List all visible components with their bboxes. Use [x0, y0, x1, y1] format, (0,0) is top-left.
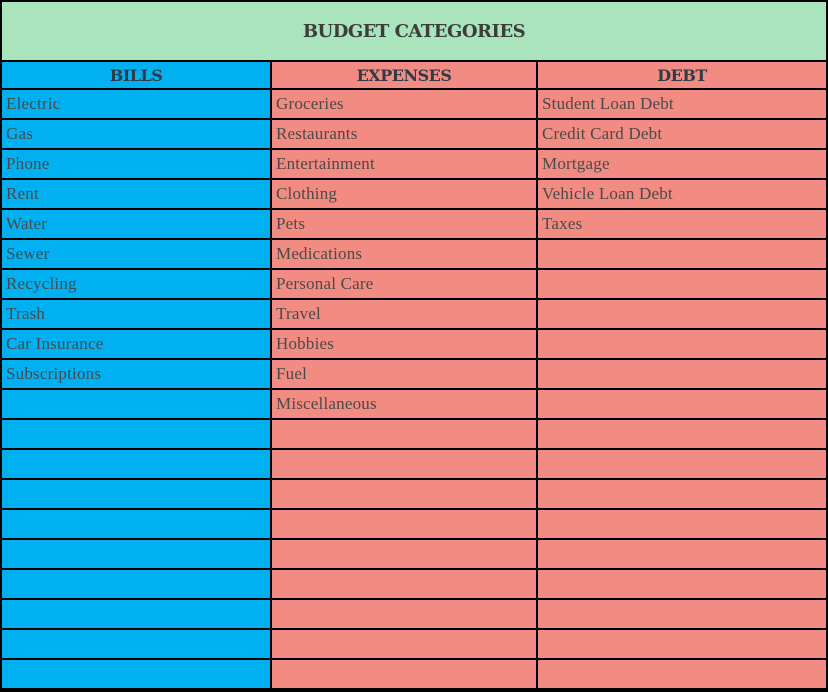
debt-cell[interactable]: Vehicle Loan Debt [538, 180, 826, 208]
expenses-cell[interactable]: Personal Care [272, 270, 536, 298]
bills-cell[interactable] [2, 630, 270, 658]
column-header-bills[interactable]: BILLS [2, 62, 270, 88]
bills-cell[interactable]: Sewer [2, 240, 270, 268]
debt-cell[interactable] [538, 420, 826, 448]
sheet-title: BUDGET CATEGORIES [302, 20, 526, 42]
expenses-cell[interactable]: Miscellaneous [272, 390, 536, 418]
bills-cell[interactable] [2, 450, 270, 478]
expenses-cell[interactable]: Restaurants [272, 120, 536, 148]
debt-cell[interactable] [538, 570, 826, 598]
bills-cell[interactable]: Trash [2, 300, 270, 328]
debt-cell[interactable] [538, 480, 826, 508]
debt-cell[interactable] [538, 510, 826, 538]
debt-cell[interactable] [538, 330, 826, 358]
debt-cell[interactable] [538, 540, 826, 568]
expenses-cell[interactable] [272, 420, 536, 448]
bills-cell[interactable] [2, 540, 270, 568]
expenses-cell[interactable] [272, 630, 536, 658]
expenses-cell[interactable]: Hobbies [272, 330, 536, 358]
bills-cell[interactable]: Water [2, 210, 270, 238]
expenses-cell[interactable]: Entertainment [272, 150, 536, 178]
bills-cell[interactable] [2, 510, 270, 538]
expenses-cell[interactable]: Travel [272, 300, 536, 328]
expenses-cell[interactable]: Medications [272, 240, 536, 268]
expenses-cell[interactable] [272, 450, 536, 478]
bills-cell[interactable] [2, 600, 270, 628]
bills-cell[interactable]: Rent [2, 180, 270, 208]
expenses-cell[interactable]: Clothing [272, 180, 536, 208]
debt-cell[interactable] [538, 660, 826, 688]
expenses-cell[interactable]: Fuel [272, 360, 536, 388]
expenses-cell[interactable] [272, 660, 536, 688]
expenses-cell[interactable]: Pets [272, 210, 536, 238]
debt-cell[interactable]: Taxes [538, 210, 826, 238]
expenses-cell[interactable] [272, 600, 536, 628]
expenses-cell[interactable] [272, 510, 536, 538]
debt-cell[interactable] [538, 600, 826, 628]
bills-cell[interactable]: Electric [2, 90, 270, 118]
bills-cell[interactable] [2, 570, 270, 598]
expenses-cell[interactable] [272, 480, 536, 508]
bills-cell[interactable] [2, 660, 270, 688]
bills-cell[interactable] [2, 390, 270, 418]
debt-cell[interactable] [538, 270, 826, 298]
bills-cell[interactable]: Phone [2, 150, 270, 178]
debt-cell[interactable]: Student Loan Debt [538, 90, 826, 118]
debt-cell[interactable] [538, 360, 826, 388]
title-bar: BUDGET CATEGORIES [2, 2, 826, 60]
bills-cell[interactable]: Subscriptions [2, 360, 270, 388]
column-header-debt[interactable]: DEBT [538, 62, 826, 88]
bills-cell[interactable] [2, 480, 270, 508]
debt-cell[interactable] [538, 450, 826, 478]
debt-cell[interactable]: Credit Card Debt [538, 120, 826, 148]
bills-cell[interactable] [2, 420, 270, 448]
debt-cell[interactable] [538, 240, 826, 268]
expenses-cell[interactable] [272, 540, 536, 568]
debt-cell[interactable] [538, 300, 826, 328]
column-header-expenses[interactable]: EXPENSES [272, 62, 536, 88]
bills-cell[interactable]: Car Insurance [2, 330, 270, 358]
expenses-cell[interactable] [272, 570, 536, 598]
debt-cell[interactable]: Mortgage [538, 150, 826, 178]
budget-grid: BILLS EXPENSES DEBT Electric Groceries Studen… [2, 62, 826, 690]
bills-cell[interactable]: Gas [2, 120, 270, 148]
debt-cell[interactable] [538, 390, 826, 418]
bills-cell[interactable]: Recycling [2, 270, 270, 298]
debt-cell[interactable] [538, 630, 826, 658]
expenses-cell[interactable]: Groceries [272, 90, 536, 118]
